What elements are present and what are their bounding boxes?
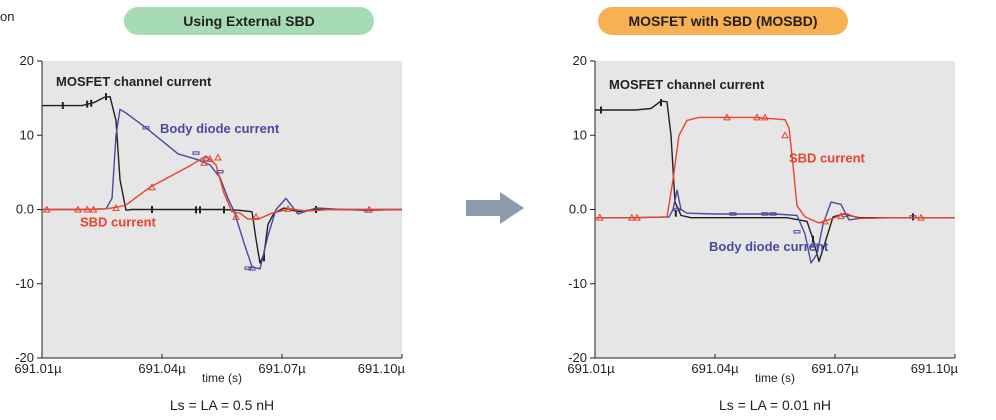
right-arrow-icon xyxy=(466,192,524,224)
data-point-marker xyxy=(769,212,777,216)
data-point-marker xyxy=(284,204,292,212)
data-point-marker xyxy=(917,213,925,221)
x-tick-label: 691.07µ xyxy=(811,361,859,376)
y-tick-label: 20 xyxy=(573,53,587,68)
series-annotation: MOSFET channel current xyxy=(56,74,212,89)
cropped-text-fragment: on xyxy=(0,9,15,24)
data-point-marker xyxy=(199,206,201,214)
inductance-caption: Ls = LA = 0.01 nH xyxy=(719,397,831,413)
data-point-marker xyxy=(195,206,197,214)
data-point-marker xyxy=(105,93,107,101)
y-tick-label: 10 xyxy=(573,127,587,142)
x-tick-label: 691.04µ xyxy=(691,361,739,376)
data-point-marker xyxy=(112,203,120,212)
x-tick-label: 691.10µ xyxy=(358,361,406,376)
data-point-marker xyxy=(761,113,769,121)
x-tick-label: 691.10µ xyxy=(911,361,959,376)
data-point-marker xyxy=(61,102,64,110)
data-point-marker xyxy=(151,206,153,213)
data-point-marker xyxy=(837,212,845,220)
series-line-2 xyxy=(42,155,402,220)
data-point-marker xyxy=(627,213,636,221)
data-point-marker xyxy=(595,213,604,221)
series-annotation: Body diode current xyxy=(160,121,280,136)
y-tick-label: -10 xyxy=(15,276,34,291)
x-tick-label: 691.07µ xyxy=(258,361,306,376)
data-point-marker xyxy=(753,113,761,121)
series-annotation: MOSFET channel current xyxy=(609,77,765,92)
series-annotation: SBD current xyxy=(789,151,866,166)
y-tick-label: 20 xyxy=(20,53,34,68)
y-tick-label: 0.0 xyxy=(16,202,34,217)
data-point-marker xyxy=(315,206,317,213)
data-point-marker xyxy=(673,207,681,212)
plot-area xyxy=(595,61,955,358)
data-point-marker xyxy=(912,213,914,221)
data-point-marker xyxy=(192,151,200,155)
data-point-marker xyxy=(74,205,82,213)
data-point-marker xyxy=(232,212,240,220)
data-point-marker xyxy=(142,126,150,130)
data-point-marker xyxy=(821,217,829,225)
series-annotation: SBD current xyxy=(80,215,157,230)
data-point-marker xyxy=(206,154,214,163)
chart-title-badge-mosbd: MOSFET with SBD (MOSBD) xyxy=(598,7,848,35)
data-point-marker xyxy=(216,169,224,174)
data-point-marker xyxy=(600,106,602,114)
data-point-marker xyxy=(723,113,731,121)
x-tick-label: 691.04µ xyxy=(138,361,186,376)
data-point-marker xyxy=(252,212,260,220)
x-tick-label: 691.01µ xyxy=(567,361,615,376)
series-line-1 xyxy=(42,108,402,270)
x-axis-label: time (s) xyxy=(202,371,242,385)
data-point-marker xyxy=(781,131,789,139)
data-point-marker xyxy=(148,183,156,191)
data-point-marker xyxy=(200,158,208,166)
y-tick-label: -10 xyxy=(568,276,587,291)
series-line-2 xyxy=(595,116,955,224)
data-point-marker xyxy=(83,205,92,213)
data-point-marker xyxy=(89,205,98,213)
data-point-marker xyxy=(761,212,769,216)
series-line-1 xyxy=(595,189,955,264)
data-point-marker xyxy=(42,205,51,213)
data-point-marker xyxy=(674,209,677,217)
data-point-marker xyxy=(90,99,93,107)
data-point-marker xyxy=(86,100,89,108)
x-axis-label: time (s) xyxy=(755,371,795,385)
data-point-marker xyxy=(365,205,374,213)
inductance-caption: Ls = LA = 0.5 nH xyxy=(170,397,274,413)
chart-title-badge-external-sbd: Using External SBD xyxy=(124,7,374,35)
series-annotation: Body diode current xyxy=(709,239,829,254)
y-tick-label: 10 xyxy=(20,127,34,142)
data-point-marker xyxy=(633,213,641,221)
data-point-marker xyxy=(223,206,225,214)
data-point-marker xyxy=(729,212,737,216)
data-point-marker xyxy=(263,254,265,262)
data-point-marker xyxy=(248,267,256,271)
data-point-marker xyxy=(793,230,801,234)
x-tick-label: 691.01µ xyxy=(14,361,62,376)
data-point-marker xyxy=(810,243,818,247)
data-point-marker xyxy=(214,153,222,161)
y-tick-label: -20 xyxy=(568,350,587,365)
y-tick-label: -20 xyxy=(15,350,34,365)
data-point-marker xyxy=(660,99,662,107)
y-tick-label: 0.0 xyxy=(569,202,587,217)
data-point-marker xyxy=(812,235,814,243)
